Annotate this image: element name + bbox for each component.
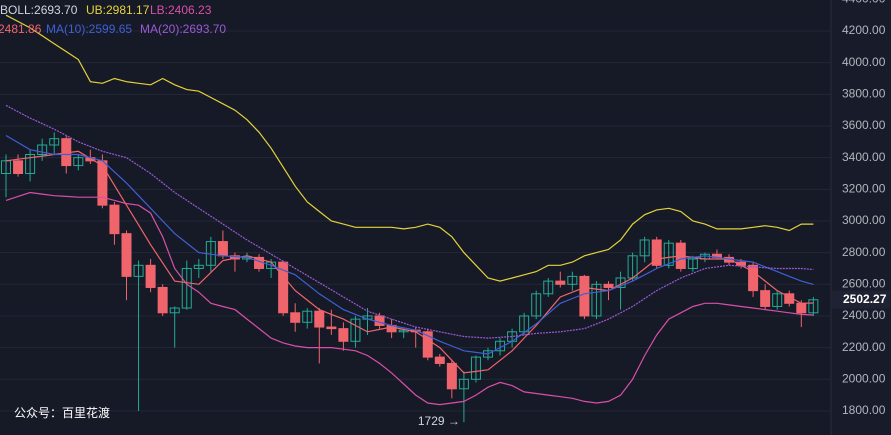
legend-label: 2481.86 [0, 22, 42, 36]
indicator-title: BOLL:2693.70 [0, 3, 78, 17]
candle-body [25, 153, 36, 174]
candle-body [458, 378, 469, 390]
candle-body [145, 264, 156, 288]
candle-body [760, 290, 771, 307]
candle-body [543, 280, 554, 295]
y-tick-label: 3400.00 [842, 150, 886, 164]
candle-body [615, 277, 626, 288]
candle-body [169, 307, 180, 314]
candle-body [157, 286, 168, 314]
y-tick-label: 2800.00 [842, 245, 886, 259]
candle-body [302, 310, 313, 323]
candle-body [350, 318, 361, 342]
indicator-line [5, 150, 814, 374]
legend-label: UB:2981.17 [86, 3, 150, 17]
y-tick-label: 1800.00 [842, 403, 886, 417]
low-annotation: 1729 → [418, 414, 460, 428]
legend-label: MA(20):2693.70 [140, 22, 226, 36]
candle-body [796, 302, 807, 314]
y-tick-label: 3800.00 [842, 87, 886, 101]
candle-body [37, 144, 48, 155]
candle-body [278, 261, 289, 314]
candle-body [651, 239, 662, 266]
candle-body [290, 312, 301, 323]
candle-body [13, 160, 24, 174]
candle-body [784, 293, 795, 304]
y-tick-label: 2600.00 [842, 276, 886, 290]
candle-body [808, 299, 819, 314]
candle-body [73, 157, 84, 167]
candle-body [326, 326, 337, 330]
candle-body [434, 356, 445, 364]
candle-body [579, 275, 590, 317]
indicator-line [5, 104, 814, 339]
candle-body [531, 293, 542, 317]
indicator-line [5, 14, 814, 282]
y-tick-label: 2400.00 [842, 308, 886, 322]
y-tick-label: 2200.00 [842, 340, 886, 354]
candle-body [217, 241, 228, 257]
candle-body [639, 239, 650, 257]
y-tick-label: 2000.00 [842, 371, 886, 385]
candle-body [374, 315, 385, 326]
indicator-line [5, 191, 814, 406]
candle-body [121, 233, 132, 277]
y-tick-label: 3600.00 [842, 118, 886, 132]
candle-body [109, 204, 120, 235]
y-tick-label: 3200.00 [842, 181, 886, 195]
indicator-line [5, 134, 814, 355]
y-tick-label: 4400.00 [842, 0, 886, 6]
candle-body [133, 264, 144, 277]
price-axis [831, 0, 891, 435]
candle-body [519, 315, 530, 333]
candle-body [687, 258, 698, 269]
legend-label: LB:2406.23 [150, 3, 212, 17]
candle-body [422, 331, 433, 358]
candle-body [470, 356, 481, 380]
y-tick-label: 3000.00 [842, 213, 886, 227]
y-tick-label: 4200.00 [842, 23, 886, 37]
candle-body [398, 329, 409, 333]
candle-body [748, 264, 759, 292]
candle-body [49, 138, 60, 146]
candle-body [603, 283, 614, 288]
candle-body [193, 264, 204, 269]
candle-body [663, 242, 674, 266]
candle-body [338, 328, 349, 342]
candle-body [772, 293, 783, 307]
candle-body [567, 275, 578, 285]
legend-label: MA(10):2599.65 [46, 22, 132, 36]
candle-body [555, 280, 566, 285]
candle-body [1, 160, 11, 174]
price-tag-label: 2502.27 [843, 292, 887, 306]
candle-body [181, 267, 192, 309]
candle-body [591, 283, 602, 317]
price-tag [832, 290, 890, 309]
watermark: 公众号：百里花渡 [14, 405, 110, 420]
candle-body [314, 310, 325, 328]
candle-body [446, 362, 457, 390]
candle-body [495, 340, 506, 352]
y-tick-label: 4000.00 [842, 55, 886, 69]
